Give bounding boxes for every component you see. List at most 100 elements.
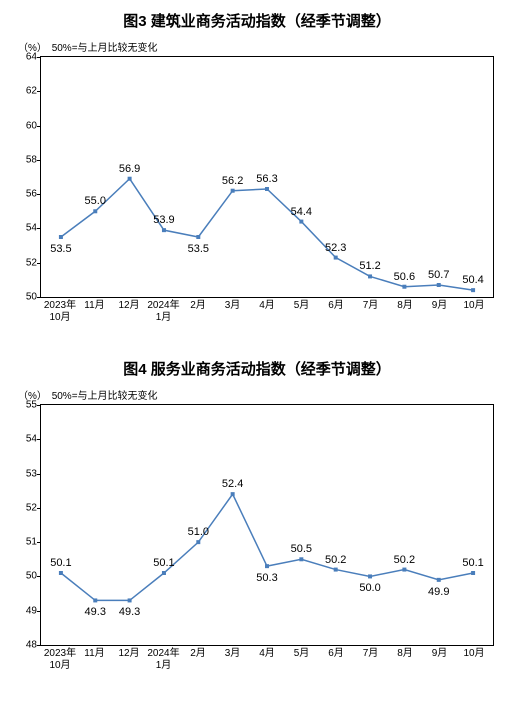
chart4-marker [368, 574, 372, 578]
chart3-xlabel: 9月 [432, 300, 448, 312]
chart4-marker [162, 571, 166, 575]
chart3-area: 505254565860626453.555.056.953.953.556.2… [40, 56, 494, 328]
chart4-marker [471, 571, 475, 575]
chart4-marker [437, 578, 441, 582]
chart3-title: 图3 建筑业商务活动指数（经季节调整） [10, 10, 504, 31]
chart4-data-label: 50.0 [359, 582, 380, 594]
chart3-xlabel: 10月 [463, 300, 484, 312]
chart3-xlabel: 4月 [259, 300, 275, 312]
chart3-ytick-label: 52 [26, 257, 37, 268]
chart3-xlabel: 3月 [225, 300, 241, 312]
chart4-xlabel: 3月 [225, 648, 241, 660]
chart3-marker [299, 220, 303, 224]
chart3-ytick-mark [37, 297, 41, 298]
chart3-data-label: 56.9 [119, 163, 140, 175]
chart3-marker [368, 274, 372, 278]
chart3-data-label: 50.7 [428, 269, 449, 281]
chart4-xlabel: 4月 [259, 648, 275, 660]
chart3-data-label: 56.2 [222, 175, 243, 187]
chart4-yunit: （%） 50%=与上月比较无变化 [18, 387, 504, 402]
chart4-data-label: 49.3 [85, 606, 106, 618]
chart4-xlabel: 11月 [84, 648, 104, 660]
chart3-data-label: 50.4 [462, 274, 483, 286]
chart4-xlabel: 12月 [118, 648, 139, 660]
chart3-ytick-label: 60 [26, 120, 37, 131]
chart4-data-label: 50.2 [394, 554, 415, 566]
chart4-data-label: 52.4 [222, 478, 243, 490]
chart3-plot: 505254565860626453.555.056.953.953.556.2… [40, 56, 494, 298]
chart3-yunit: （%） 50%=与上月比较无变化 [18, 39, 504, 54]
chart4-svg [41, 405, 493, 645]
chart3-block: 图3 建筑业商务活动指数（经季节调整） （%） 50%=与上月比较无变化 50 52 5… [10, 10, 504, 328]
chart4-marker [128, 598, 132, 602]
chart4-ytick-label: 48 [26, 640, 37, 651]
chart4-ytick-mark [37, 645, 41, 646]
chart3-xlabel: 7月 [363, 300, 379, 312]
chart4-ytick-label: 50 [26, 571, 37, 582]
chart3-data-label: 54.4 [291, 206, 312, 218]
chart4-ytick-label: 53 [26, 468, 37, 479]
chart4-data-label: 49.9 [428, 586, 449, 598]
chart4-data-label: 50.2 [325, 554, 346, 566]
chart3-data-label: 56.3 [256, 173, 277, 185]
chart3-data-label: 53.5 [188, 243, 209, 255]
chart4-data-label: 50.5 [291, 543, 312, 555]
chart3-marker [334, 256, 338, 260]
chart4-marker [334, 568, 338, 572]
chart3-xlabel: 12月 [118, 300, 139, 312]
chart4-line [61, 494, 473, 600]
chart3-marker [471, 288, 475, 292]
chart4-marker [59, 571, 63, 575]
chart3-xlabel: 8月 [397, 300, 413, 312]
chart3-xlabel: 6月 [328, 300, 344, 312]
chart4-xlabel: 8月 [397, 648, 413, 660]
chart3-ytick-label: 64 [26, 52, 37, 63]
chart3-marker [162, 228, 166, 232]
chart3-marker [59, 235, 63, 239]
chart4-xlabel: 6月 [328, 648, 344, 660]
chart4-area: 484950515253545550.149.349.350.151.052.4… [40, 404, 494, 676]
chart3-data-label: 55.0 [85, 195, 106, 207]
chart3-ytick-label: 56 [26, 189, 37, 200]
chart4-data-label: 50.3 [256, 572, 277, 584]
chart4-data-label: 49.3 [119, 606, 140, 618]
chart4-marker [402, 568, 406, 572]
chart3-data-label: 50.6 [394, 271, 415, 283]
chart3-ytick-label: 54 [26, 223, 37, 234]
chart4-marker [93, 598, 97, 602]
chart3-xlabels: 2023年10月 11月 12月 2024年1月 2月 3月 4月 5月 6月 7月 8月 9月 10月 [40, 300, 494, 328]
chart4-marker [299, 557, 303, 561]
chart3-marker [196, 235, 200, 239]
chart4-plot: 484950515253545550.149.349.350.151.052.4… [40, 404, 494, 646]
chart4-xlabel: 2月 [190, 648, 206, 660]
chart3-ytick-label: 50 [26, 292, 37, 303]
chart4-xlabel: 2024年1月 [147, 648, 179, 672]
chart3-xlabel: 2024年1月 [147, 300, 179, 324]
chart4-xlabel: 7月 [363, 648, 379, 660]
chart4-data-label: 50.1 [462, 557, 483, 569]
chart4-xlabel: 10月 [463, 648, 484, 660]
chart4-ytick-label: 54 [26, 434, 37, 445]
chart4-ytick-label: 55 [26, 400, 37, 411]
chart3-data-label: 51.2 [359, 260, 380, 272]
chart3-ytick-label: 62 [26, 86, 37, 97]
chart4-ytick-label: 52 [26, 502, 37, 513]
chart3-data-label: 52.3 [325, 242, 346, 254]
chart3-xlabel: 2月 [190, 300, 206, 312]
chart3-marker [402, 285, 406, 289]
chart3-marker [437, 283, 441, 287]
chart4-block: 图4 服务业商务活动指数（经季节调整） （%） 50%=与上月比较无变化 48 49 5… [10, 358, 504, 676]
chart4-title: 图4 服务业商务活动指数（经季节调整） [10, 358, 504, 379]
chart3-xlabel: 2023年10月 [44, 300, 76, 324]
chart4-xlabels: 2023年10月11月12月2024年1月2月3月4月5月6月7月8月9月10月 [40, 648, 494, 676]
chart3-xlabel: 5月 [294, 300, 310, 312]
chart4-ytick-label: 49 [26, 605, 37, 616]
chart3-marker [128, 177, 132, 181]
chart3-marker [93, 209, 97, 213]
chart3-data-label: 53.9 [153, 214, 174, 226]
chart4-marker [196, 540, 200, 544]
chart3-ytick-label: 58 [26, 154, 37, 165]
chart3-xlabel: 11月 [84, 300, 104, 312]
chart4-data-label: 51.0 [188, 526, 209, 538]
chart4-data-label: 50.1 [153, 557, 174, 569]
